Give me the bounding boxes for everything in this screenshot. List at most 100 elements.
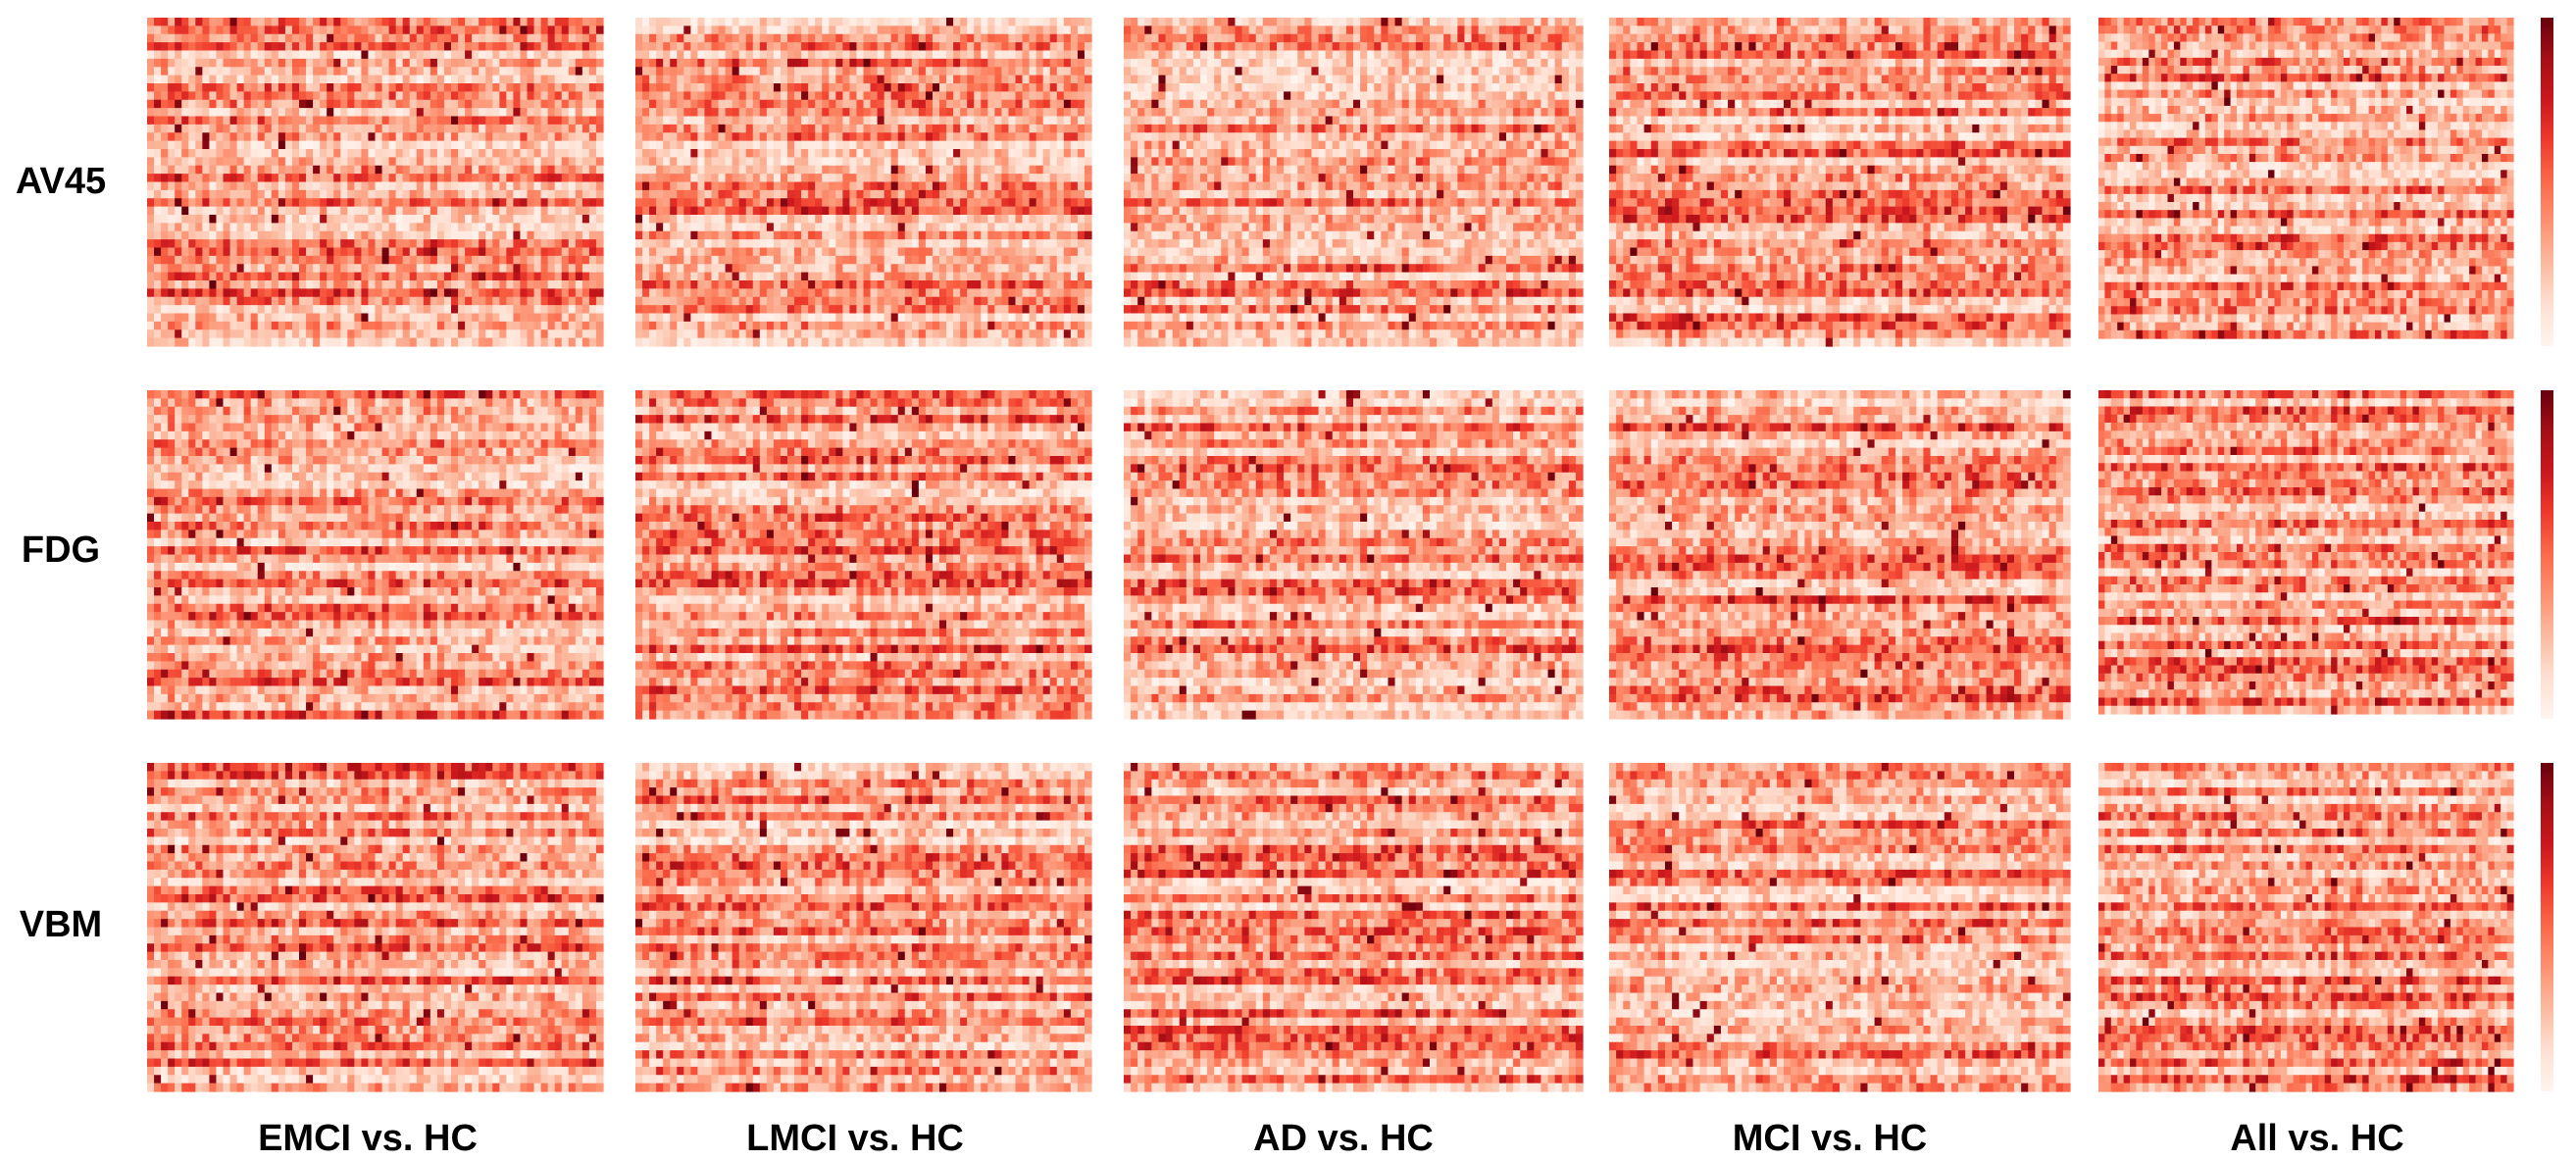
heatmap-cell — [732, 198, 740, 207]
heatmap-cell — [437, 125, 445, 133]
heatmap-cell — [272, 198, 279, 207]
heatmap-cell — [368, 338, 376, 347]
heatmap-cell — [1078, 198, 1086, 207]
heatmap-cell — [154, 182, 162, 191]
heatmap-cell — [313, 223, 321, 231]
heatmap-cell — [739, 132, 747, 141]
heatmap-cell — [663, 51, 671, 60]
heatmap-cell — [485, 215, 493, 224]
heatmap-cell — [1043, 59, 1051, 68]
heatmap-cell — [237, 157, 245, 166]
heatmap-cell — [849, 231, 857, 240]
heatmap-cell — [278, 149, 286, 158]
heatmap-cell — [656, 83, 664, 92]
heatmap-cell — [244, 297, 252, 306]
heatmap-cell — [410, 305, 418, 314]
heatmap-cell — [472, 190, 480, 199]
heatmap-cell — [313, 264, 321, 273]
heatmap-cell — [485, 83, 493, 92]
heatmap-cell — [410, 338, 418, 347]
heatmap-cell — [499, 215, 507, 224]
heatmap-cell — [154, 231, 162, 240]
heatmap-cell — [1057, 42, 1065, 51]
heatmap-cell — [642, 264, 650, 273]
heatmap-cell — [230, 108, 238, 117]
heatmap-cell — [808, 18, 816, 26]
heatmap-cell — [864, 215, 872, 224]
heatmap-cell — [939, 207, 947, 216]
heatmap-cell — [871, 108, 879, 117]
heatmap-cell — [499, 51, 507, 60]
heatmap-cell — [147, 322, 155, 330]
heatmap-cell — [327, 51, 334, 60]
heatmap-cell — [856, 182, 864, 191]
heatmap-cell — [871, 174, 879, 182]
heatmap-cell — [548, 215, 556, 224]
heatmap-cell — [926, 166, 934, 175]
heatmap-cell — [596, 264, 604, 273]
heatmap-cell — [485, 338, 493, 347]
heatmap-cell — [272, 125, 279, 133]
heatmap-cell — [168, 141, 176, 150]
heatmap-cell — [739, 215, 747, 224]
heatmap-cell — [389, 132, 397, 141]
heatmap-cell — [815, 273, 823, 281]
heatmap-cell — [994, 166, 1002, 175]
heatmap-cell — [161, 141, 169, 150]
heatmap-cell — [292, 256, 300, 265]
heatmap-cell — [794, 117, 802, 126]
heatmap-cell — [994, 273, 1002, 281]
heatmap-cell — [389, 264, 397, 273]
heatmap-cell — [704, 231, 712, 240]
heatmap-cell — [1078, 76, 1086, 84]
heatmap-cell — [719, 117, 727, 126]
heatmap-cell — [582, 117, 590, 126]
heatmap-cell — [1071, 59, 1079, 68]
heatmap-cell — [864, 42, 872, 51]
heatmap-cell — [670, 256, 678, 265]
heatmap-cell — [444, 314, 452, 323]
heatmap-cell — [181, 207, 189, 216]
heatmap-cell — [576, 273, 583, 281]
heatmap-cell — [424, 51, 431, 60]
heatmap-cell — [265, 305, 273, 314]
heatmap-cell — [1008, 264, 1016, 273]
heatmap-cell — [458, 108, 466, 117]
heatmap-cell — [175, 132, 182, 141]
heatmap-cell — [292, 141, 300, 150]
heatmap-cell — [905, 34, 913, 43]
heatmap-cell — [1001, 198, 1009, 207]
heatmap-cell — [808, 141, 816, 150]
heatmap-cell — [898, 51, 906, 60]
heatmap-cell — [774, 174, 782, 182]
heatmap-cell — [967, 198, 975, 207]
heatmap-cell — [815, 100, 823, 109]
heatmap-cell — [306, 305, 314, 314]
heatmap-cell — [444, 288, 452, 297]
heatmap-cell — [704, 18, 712, 26]
heatmap-cell — [582, 297, 590, 306]
heatmap-cell — [739, 149, 747, 158]
heatmap-cell — [437, 132, 445, 141]
heatmap-cell — [642, 198, 650, 207]
heatmap-cell — [430, 18, 438, 26]
heatmap-cell — [967, 248, 975, 257]
heatmap-cell — [528, 207, 535, 216]
heatmap-cell — [732, 51, 740, 60]
heatmap-cell — [292, 42, 300, 51]
heatmap-cell — [670, 157, 678, 166]
heatmap-cell — [683, 117, 691, 126]
heatmap-cell — [822, 83, 830, 92]
heatmap-cell — [1008, 25, 1016, 34]
heatmap-cell — [175, 280, 182, 289]
heatmap-cell — [224, 141, 231, 150]
heatmap-cell — [202, 117, 210, 126]
heatmap-cell — [746, 25, 754, 34]
heatmap-cell — [361, 83, 369, 92]
heatmap-cell — [195, 34, 203, 43]
heatmap-cell — [361, 67, 369, 76]
heatmap-cell — [1016, 239, 1024, 248]
heatmap-cell — [849, 141, 857, 150]
heatmap-cell — [1078, 239, 1086, 248]
heatmap-cell — [410, 207, 418, 216]
